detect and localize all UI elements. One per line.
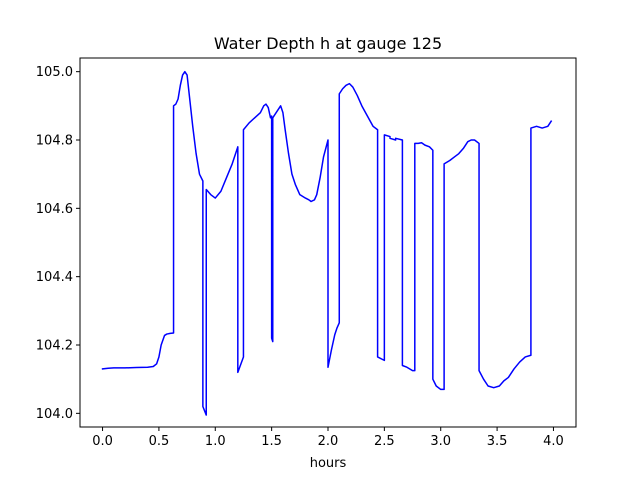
x-tick-label: 2.5	[374, 434, 395, 449]
x-tick-label: 3.0	[430, 434, 451, 449]
x-tick-label: 1.5	[261, 434, 282, 449]
x-tick-label: 0.5	[149, 434, 170, 449]
x-axis: 0.0 0.5 1.0 1.5 2.0 2.5 3.0 3.5 4.0	[92, 427, 564, 449]
x-tick-label: 4.0	[543, 434, 564, 449]
x-tick-label: 2.0	[318, 434, 339, 449]
y-tick-label: 104.6	[36, 202, 73, 217]
x-tick-label: 3.5	[487, 434, 508, 449]
x-axis-label: hours	[310, 456, 347, 471]
x-tick-label: 0.0	[92, 434, 113, 449]
y-tick-label: 104.2	[36, 339, 73, 354]
chart-title: Water Depth h at gauge 125	[214, 34, 442, 53]
plot-area	[101, 70, 553, 416]
y-axis: 104.0 104.2 104.4 104.6 104.8 105.0	[36, 65, 80, 422]
y-tick-label: 104.0	[36, 407, 73, 422]
series-line-0	[101, 70, 553, 416]
y-tick-label: 104.8	[36, 134, 73, 149]
y-tick-label: 104.4	[36, 270, 73, 285]
x-tick-label: 1.0	[205, 434, 226, 449]
y-tick-label: 105.0	[36, 65, 73, 80]
